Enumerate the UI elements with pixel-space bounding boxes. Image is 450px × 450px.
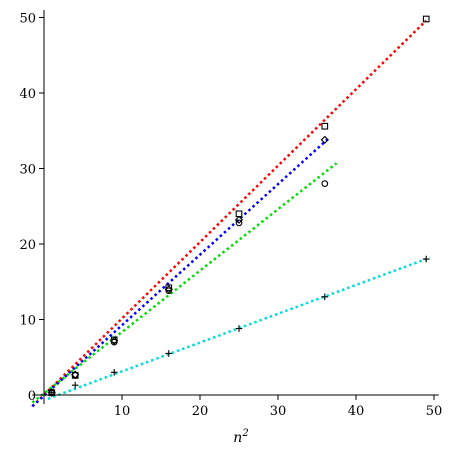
- point-plus-2: [71, 381, 79, 389]
- point-circle-5: [235, 219, 243, 227]
- y-tick-label-50: 50: [19, 12, 36, 27]
- fit-line-1: [31, 19, 428, 408]
- fit-line-2: [31, 137, 330, 408]
- point-circle-3: [110, 338, 118, 346]
- point-diamond-5: [234, 215, 244, 224]
- ticks: 10 20 30 40 50 0 10 20 30 40 50: [19, 12, 442, 420]
- point-plus-3: [110, 369, 118, 376]
- x-axis-label-base: n: [233, 430, 242, 446]
- y-tick-label-40: 40: [19, 87, 36, 102]
- x-tick-label-40: 40: [348, 404, 365, 419]
- x-tick-label-20: 20: [192, 404, 209, 419]
- point-plus-1: [48, 389, 56, 397]
- y-tick-label-30: 30: [19, 163, 36, 178]
- x-axis-label: n2: [233, 428, 248, 446]
- x-tick-label-10: 10: [114, 404, 131, 419]
- y-tick-label-20: 20: [19, 238, 36, 253]
- point-plus-7: [422, 255, 430, 263]
- x-tick-label-50: 50: [426, 404, 443, 419]
- point-plus-5: [235, 325, 243, 332]
- point-diamond-4: [164, 285, 173, 294]
- axes: [32, 9, 439, 405]
- fit-lines: [31, 19, 431, 408]
- point-circle-2: [71, 372, 79, 379]
- markers: [47, 15, 430, 397]
- point-square-4: [165, 284, 173, 292]
- point-circle-6: [321, 180, 329, 187]
- point-diamond-6: [320, 135, 329, 144]
- x-axis-label-superscript: 2: [241, 428, 248, 439]
- point-square-6: [321, 122, 329, 130]
- x-tick-label-30: 30: [270, 404, 287, 419]
- point-diamond-3: [110, 336, 119, 345]
- point-plus-4: [165, 350, 173, 357]
- point-square-5: [235, 210, 243, 218]
- point-square-7: [422, 15, 430, 23]
- fit-line-3: [31, 162, 338, 404]
- point-plus-6: [321, 293, 329, 301]
- point-circle-4: [165, 287, 173, 295]
- y-tick-label-10: 10: [19, 314, 36, 329]
- y-tick-label-0: 0: [28, 389, 36, 404]
